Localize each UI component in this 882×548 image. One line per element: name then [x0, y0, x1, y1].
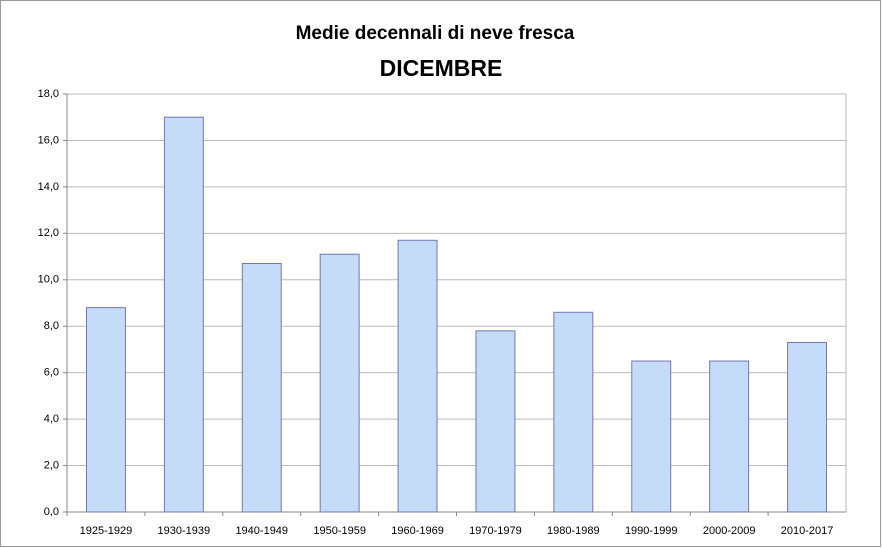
y-tick-label: 14,0: [38, 181, 59, 193]
x-tick-label: 2010-2017: [781, 525, 834, 537]
chart-subtitle: DICEMBRE: [380, 55, 503, 81]
bar: [553, 311, 594, 513]
bar: [709, 360, 750, 513]
x-tick-label: 1960-1969: [391, 525, 444, 537]
bar: [241, 263, 282, 513]
bar: [397, 239, 438, 513]
bar: [787, 341, 828, 513]
x-tick-label: 1925-1929: [80, 525, 133, 537]
y-tick-label: 16,0: [38, 134, 59, 146]
y-tick-label: 0,0: [44, 506, 59, 518]
y-tick-label: 18,0: [38, 88, 59, 100]
bar: [319, 253, 360, 513]
x-tick-label: 1990-1999: [625, 525, 678, 537]
x-tick-label: 1940-1949: [235, 525, 288, 537]
y-tick-label: 2,0: [44, 459, 59, 471]
bar: [475, 330, 516, 513]
bar: [631, 360, 672, 513]
y-tick-label: 10,0: [38, 274, 59, 286]
bar: [163, 116, 204, 513]
x-tick-label: 1970-1979: [469, 525, 522, 537]
y-tick-label: 8,0: [44, 320, 59, 332]
x-tick-label: 1980-1989: [547, 525, 600, 537]
bar: [85, 307, 126, 513]
x-tick-label: 1930-1939: [158, 525, 211, 537]
y-tick-label: 6,0: [44, 367, 59, 379]
x-tick-label: 2000-2009: [703, 525, 756, 537]
x-tick-label: 1950-1959: [313, 525, 366, 537]
y-tick-label: 4,0: [44, 413, 59, 425]
y-tick-label: 12,0: [38, 227, 59, 239]
chart-title: Medie decennali di neve fresca: [296, 23, 575, 44]
